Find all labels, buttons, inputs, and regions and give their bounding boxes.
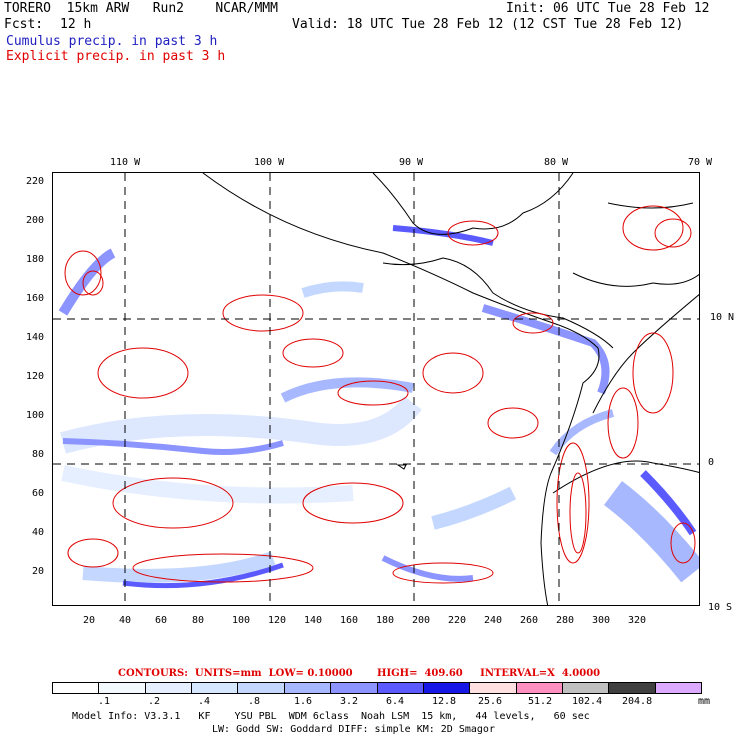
colorbar-label: 1.6 bbox=[294, 696, 313, 707]
model-title: TORERO 15km ARW Run2 NCAR/MMM bbox=[4, 1, 278, 16]
y-label: 60 bbox=[32, 488, 45, 499]
colorbar-swatch bbox=[655, 683, 702, 693]
x-label: 100 bbox=[232, 615, 251, 626]
y-label: 120 bbox=[26, 371, 45, 382]
x-label: 320 bbox=[628, 615, 647, 626]
x-label: 240 bbox=[484, 615, 503, 626]
lon-label-90w: 90 W bbox=[399, 157, 424, 168]
lat-label-0: 0 bbox=[708, 457, 715, 468]
lon-label-70w: 70 W bbox=[688, 157, 713, 168]
y-label: 80 bbox=[32, 449, 45, 460]
x-label: 160 bbox=[340, 615, 359, 626]
y-label: 160 bbox=[26, 293, 45, 304]
colorbar-label: .1 bbox=[98, 696, 111, 707]
init-time: Init: 06 UTC Tue 28 Feb 12 bbox=[506, 1, 710, 16]
colorbar-label: 51.2 bbox=[528, 696, 553, 707]
x-label: 200 bbox=[412, 615, 431, 626]
lat-label-10s: 10 S bbox=[708, 602, 733, 613]
x-label: 120 bbox=[268, 615, 287, 626]
y-label: 200 bbox=[26, 215, 45, 226]
lat-label-10n: 10 N bbox=[710, 312, 735, 323]
x-label: 40 bbox=[119, 615, 132, 626]
explicit-precip-contours bbox=[64, 205, 696, 584]
colorbar-swatch bbox=[53, 683, 100, 693]
x-label: 280 bbox=[556, 615, 575, 626]
colorbar-swatch bbox=[99, 683, 146, 693]
model-physics: LW: Godd SW: Goddard DIFF: simple KM: 2D… bbox=[212, 724, 495, 735]
x-label: 260 bbox=[520, 615, 539, 626]
colorbar-label: 12.8 bbox=[432, 696, 457, 707]
lon-label-80w: 80 W bbox=[544, 157, 569, 168]
contour-info: CONTOURS: UNITS=mm LOW= 0.10000 HIGH= 40… bbox=[118, 668, 601, 679]
y-label: 100 bbox=[26, 410, 45, 421]
colorbar-swatch bbox=[516, 683, 563, 693]
y-label: 40 bbox=[32, 527, 45, 538]
colorbar bbox=[52, 682, 702, 694]
colorbar-swatch bbox=[377, 683, 424, 693]
colorbar-label: 3.2 bbox=[340, 696, 359, 707]
x-label: 180 bbox=[376, 615, 395, 626]
map-canvas bbox=[53, 173, 699, 605]
coastlines bbox=[202, 173, 699, 605]
lon-label-100w: 100 W bbox=[254, 157, 285, 168]
cumulus-legend: Cumulus precip. in past 3 h bbox=[6, 34, 218, 49]
colorbar-swatch bbox=[470, 683, 517, 693]
x-label: 80 bbox=[192, 615, 205, 626]
colorbar-swatch bbox=[609, 683, 656, 693]
colorbar-label: 102.4 bbox=[572, 696, 603, 707]
colorbar-swatch bbox=[284, 683, 332, 693]
colorbar-swatch bbox=[331, 683, 378, 693]
y-label: 220 bbox=[26, 176, 45, 187]
y-label: 180 bbox=[26, 254, 45, 265]
model-info: Model Info: V3.3.1 KF YSU PBL WDM 6class… bbox=[72, 711, 590, 722]
colorbar-swatch bbox=[192, 683, 239, 693]
y-label: 20 bbox=[32, 566, 45, 577]
colorbar-label: 6.4 bbox=[386, 696, 405, 707]
x-label: 140 bbox=[304, 615, 323, 626]
explicit-legend: Explicit precip. in past 3 h bbox=[6, 49, 226, 64]
colorbar-swatch bbox=[238, 683, 285, 693]
x-label: 20 bbox=[83, 615, 96, 626]
forecast-hour: 12 h bbox=[60, 17, 92, 32]
forecast-label: Fcst: bbox=[4, 17, 44, 32]
x-label: 60 bbox=[155, 615, 168, 626]
precip-map bbox=[52, 172, 700, 606]
colorbar-label: 25.6 bbox=[478, 696, 503, 707]
x-label: 220 bbox=[448, 615, 467, 626]
colorbar-swatch bbox=[562, 683, 610, 693]
colorbar-label: 204.8 bbox=[622, 696, 653, 707]
graticule bbox=[53, 173, 699, 605]
lon-label-110w: 110 W bbox=[110, 157, 141, 168]
colorbar-label: .2 bbox=[148, 696, 161, 707]
x-label: 300 bbox=[592, 615, 611, 626]
colorbar-label: .8 bbox=[248, 696, 261, 707]
valid-time: Valid: 18 UTC Tue 28 Feb 12 (12 CST Tue … bbox=[292, 17, 684, 32]
cumulus-precip-areas bbox=[58, 225, 699, 589]
colorbar-units: mm bbox=[698, 696, 711, 707]
y-label: 140 bbox=[26, 332, 45, 343]
colorbar-label: .4 bbox=[198, 696, 211, 707]
colorbar-swatch bbox=[423, 683, 471, 693]
colorbar-swatch bbox=[145, 683, 193, 693]
